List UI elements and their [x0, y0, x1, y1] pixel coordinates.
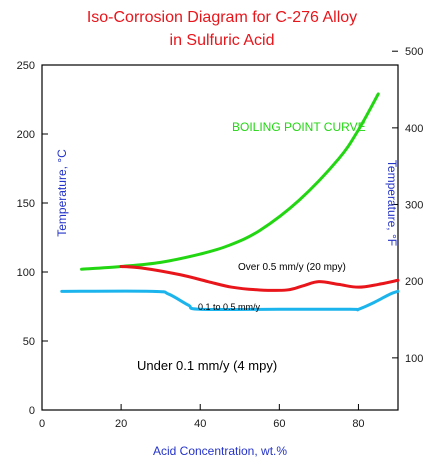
x-axis-label: Acid Concentration, wt.% [153, 444, 287, 458]
y-left-tick-label: 50 [23, 336, 35, 348]
y-left-tick-label: 100 [17, 267, 35, 279]
y-right-tick-label: 500 [405, 46, 423, 58]
x-tick-label: 0 [39, 418, 45, 430]
y-axis-right-label: Temperature, °F [385, 160, 399, 246]
x-tick-label: 80 [352, 418, 364, 430]
chart-title-line2: in Sulfuric Acid [170, 32, 275, 49]
axis-ticks: 0 20 40 60 80 0 50 100 150 200 250 100 200 300 400 500 [17, 46, 424, 430]
y-axis-left-label: Temperature, °C [55, 149, 69, 237]
y-right-tick-label: 400 [405, 123, 423, 135]
x-tick-label: 20 [115, 418, 127, 430]
plot-frame [41, 64, 399, 411]
y-right-tick-label: 300 [405, 200, 423, 212]
blue-curve [60, 289, 400, 312]
boiling-point-label: BOILING POINT CURVE [232, 120, 366, 134]
mid-region-label: 0.1 to 0.5 mm/y [198, 302, 261, 312]
under-region-label: Under 0.1 mm/y (4 mpy) [137, 358, 277, 373]
y-right-tick-label: 200 [405, 276, 423, 288]
red-curve [119, 264, 400, 292]
y-left-tick-label: 150 [17, 198, 35, 210]
series-group [60, 92, 400, 312]
x-tick-label: 60 [273, 418, 285, 430]
boiling-curve [80, 92, 380, 271]
y-left-tick-label: 200 [17, 129, 35, 141]
y-left-tick-label: 250 [17, 60, 35, 72]
x-tick-label: 40 [194, 418, 206, 430]
over-region-label: Over 0.5 mm/y (20 mpy) [238, 262, 346, 273]
y-right-tick-label: 100 [405, 353, 423, 365]
chart-title-line1: Iso-Corrosion Diagram for C-276 Alloy [87, 9, 357, 26]
y-left-tick-label: 0 [29, 405, 35, 417]
